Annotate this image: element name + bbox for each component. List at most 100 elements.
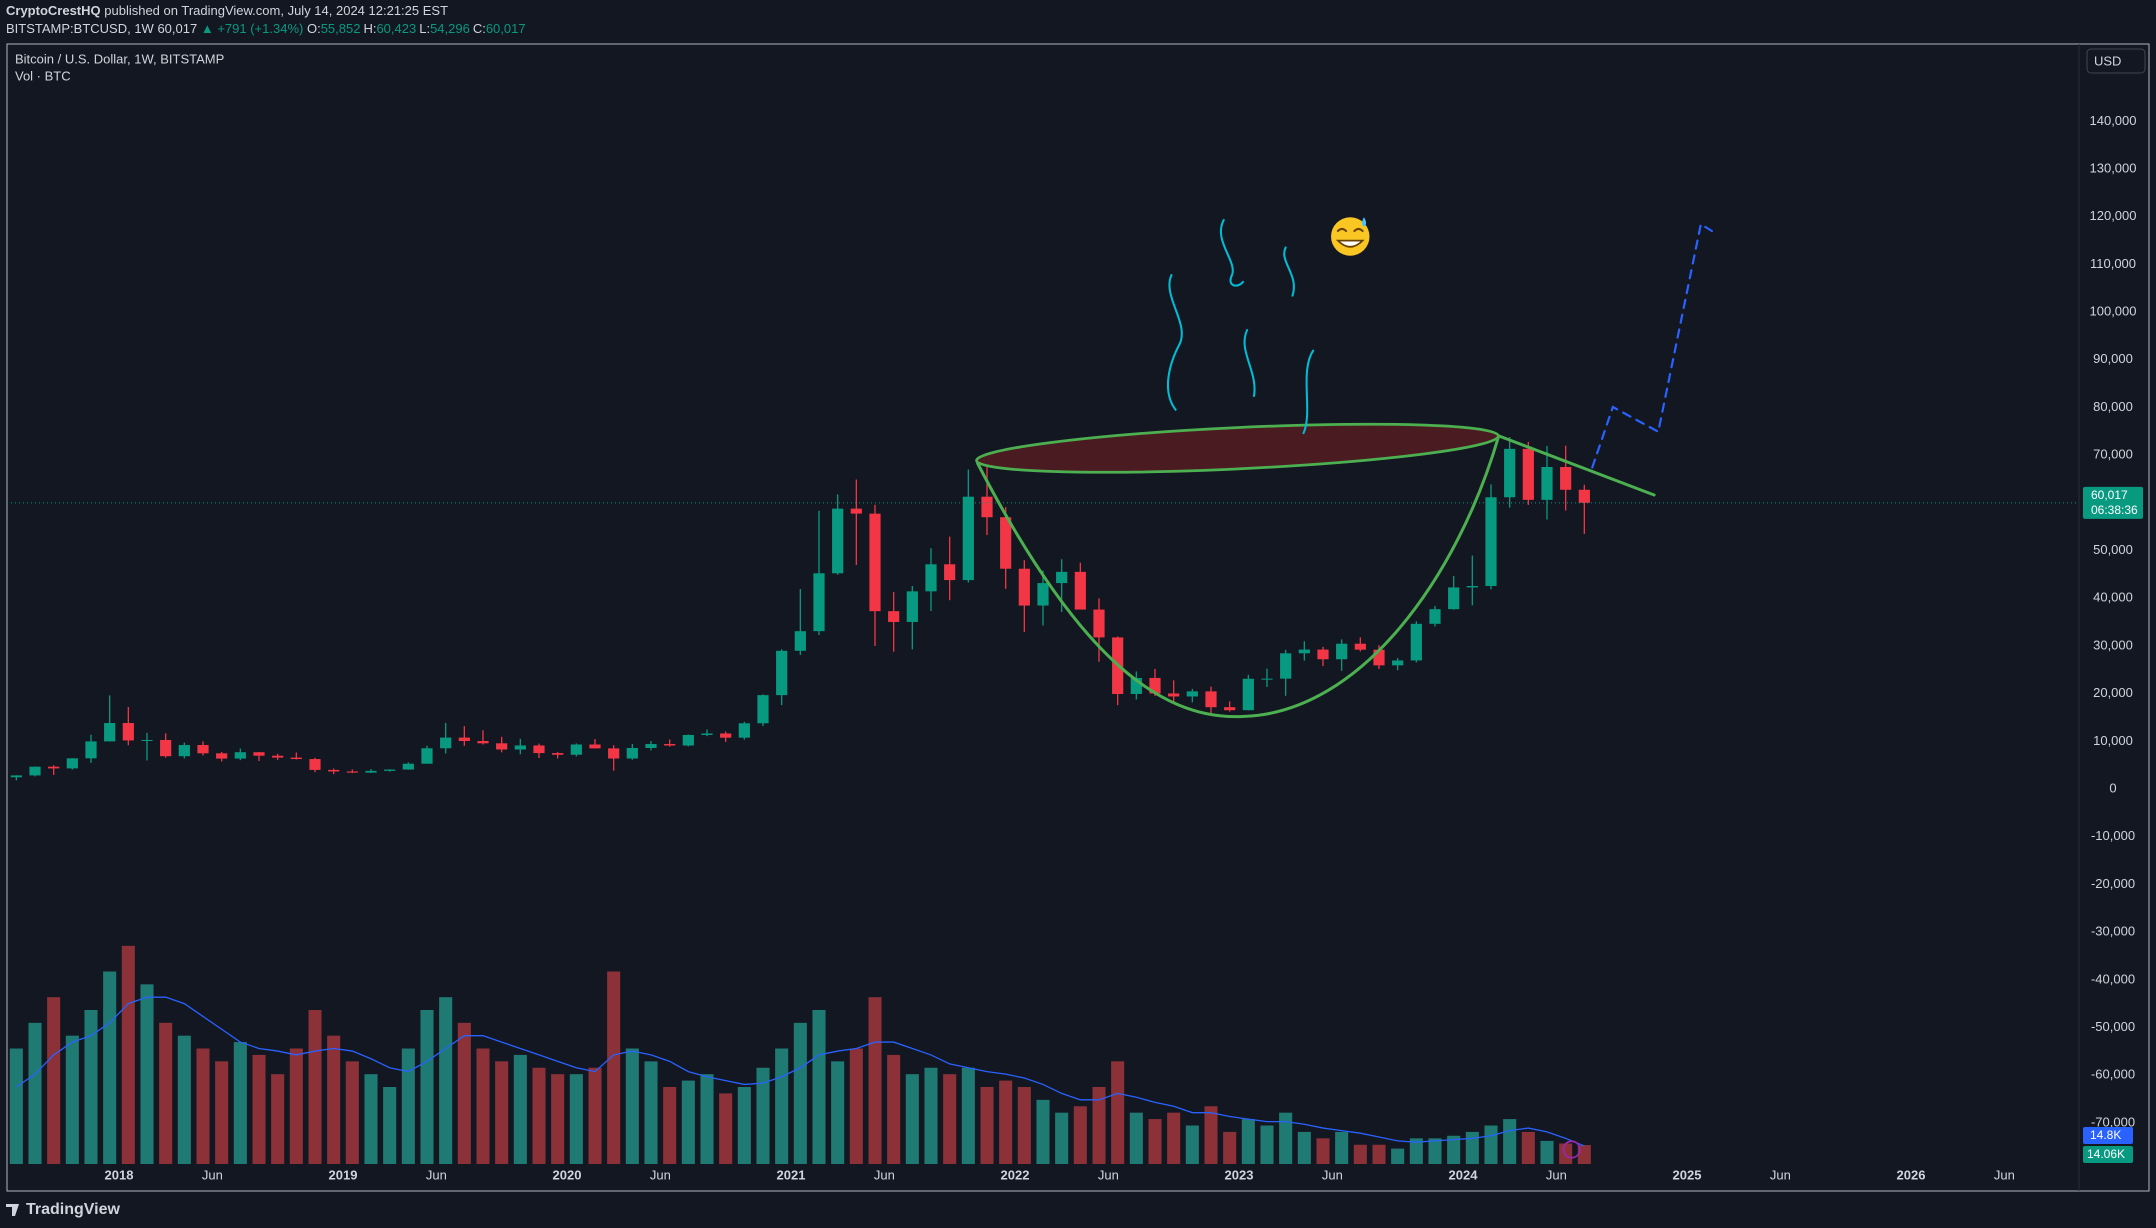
x-tick-label: 2024 <box>1449 1167 1479 1182</box>
y-tick-label: -50,000 <box>2091 1019 2135 1034</box>
x-tick-label: 2025 <box>1673 1167 1702 1182</box>
candle-body <box>1392 660 1404 666</box>
candle-body <box>66 758 78 769</box>
candle-body <box>160 739 172 757</box>
candle-body <box>346 771 358 773</box>
candle-body <box>776 650 788 696</box>
candle-body <box>1018 568 1030 606</box>
alert-icon[interactable] <box>1562 1140 1581 1159</box>
candle-body <box>701 733 713 735</box>
ohlc-label: C: <box>472 21 486 36</box>
volume-bar <box>28 1022 42 1164</box>
candle-body <box>514 745 526 750</box>
volume-bar <box>1036 1099 1050 1164</box>
volume-bar <box>9 1048 23 1164</box>
last-price: 60,017 <box>2091 488 2128 502</box>
volume-bar <box>961 1067 975 1164</box>
x-tick-label: Jun <box>1546 1167 1567 1182</box>
cup-curve <box>976 434 1501 719</box>
volume-bar <box>1372 1144 1386 1164</box>
chart-subtitle: Vol · BTC <box>15 68 71 83</box>
y-tick-label: -10,000 <box>2091 828 2135 843</box>
volume-bar <box>887 1054 901 1164</box>
y-tick-label: 0 <box>2109 781 2116 796</box>
volume-bar <box>924 1067 938 1164</box>
candle-body <box>10 775 22 778</box>
candle-body <box>1280 653 1292 679</box>
candle-body <box>1560 466 1572 490</box>
volume-bar <box>943 1074 957 1164</box>
y-tick-label: -30,000 <box>2091 924 2135 939</box>
y-tick-label: 40,000 <box>2093 590 2133 605</box>
volume-bar <box>513 1054 527 1164</box>
candle-body <box>272 755 284 758</box>
y-tick-label: 140,000 <box>2090 113 2137 128</box>
change: ▲ +791 (+1.34%) <box>200 21 304 36</box>
ohlc-label: H: <box>363 21 377 36</box>
y-tick-label: 130,000 <box>2090 160 2137 175</box>
trendline <box>1497 434 1656 497</box>
candle-body <box>1000 517 1012 569</box>
candle-body <box>1037 583 1049 606</box>
ohlc-value: 55,852 <box>320 21 361 36</box>
volume-bar <box>1353 1144 1367 1164</box>
x-tick-label: Jun <box>1322 1167 1343 1182</box>
candle-body <box>1298 649 1310 654</box>
candle-body <box>682 734 694 746</box>
volume-bar <box>775 1048 789 1164</box>
currency-button[interactable] <box>2086 48 2146 74</box>
y-tick-label: 60,000 <box>2093 494 2133 509</box>
volume-bar <box>588 1067 602 1164</box>
last-volume: 14.8K <box>2090 1128 2121 1142</box>
candle-body <box>1093 609 1105 638</box>
y-tick-label: 20,000 <box>2093 685 2133 700</box>
currency: USD <box>2094 53 2121 68</box>
volume-bar <box>308 1010 322 1164</box>
candle-body <box>1578 489 1590 503</box>
volume-bar <box>1428 1138 1442 1164</box>
volume-bar <box>345 1061 359 1164</box>
last-volume-ma: 14.06K <box>2087 1147 2125 1161</box>
volume-bar <box>47 997 61 1164</box>
steam <box>1167 218 1315 435</box>
x-tick-label: 2020 <box>553 1167 582 1182</box>
countdown: 06:38:36 <box>2091 503 2138 517</box>
cup-rim <box>975 422 1500 474</box>
candle-body <box>365 770 377 773</box>
volume-bar <box>663 1087 677 1164</box>
candle-body <box>794 631 806 651</box>
candle-body <box>421 748 433 764</box>
y-tick-label: 50,000 <box>2093 542 2133 557</box>
volume-bar <box>383 1087 397 1164</box>
projection <box>1591 222 1713 469</box>
x-tick-label: Jun <box>1770 1167 1791 1182</box>
brand-logo <box>6 1204 19 1216</box>
candle-body <box>384 769 396 771</box>
candle-body <box>496 743 508 750</box>
volume-bar <box>1241 1119 1255 1164</box>
candle-body <box>29 766 41 776</box>
candle-body <box>1485 497 1497 586</box>
volume-bar <box>196 1048 210 1164</box>
symbol-line: BITSTAMP:BTCUSD, 1W 60,017 ▲ +791 (+1.34… <box>6 21 529 36</box>
candle-body <box>290 757 302 760</box>
candle-body <box>440 737 452 749</box>
volume-bar <box>625 1048 639 1164</box>
volume-bar <box>1577 1145 1591 1164</box>
candle-body <box>1056 571 1068 584</box>
ohlc-label: O: <box>306 21 321 36</box>
volume-bar <box>140 984 154 1164</box>
candle-body <box>122 723 134 741</box>
ohlc: O:55,852 H:60,423 L:54,296 C:60,017 <box>307 21 529 36</box>
volume-bar <box>121 945 135 1164</box>
x-tick-label: 2023 <box>1225 1167 1254 1182</box>
candle-body <box>626 747 638 759</box>
volume-bar <box>1073 1106 1087 1164</box>
volume-bar <box>1447 1135 1461 1164</box>
x-tick-label: Jun <box>650 1167 671 1182</box>
candle-body <box>1261 678 1273 680</box>
candle-body <box>1149 677 1161 694</box>
volume-bar <box>793 1022 807 1164</box>
